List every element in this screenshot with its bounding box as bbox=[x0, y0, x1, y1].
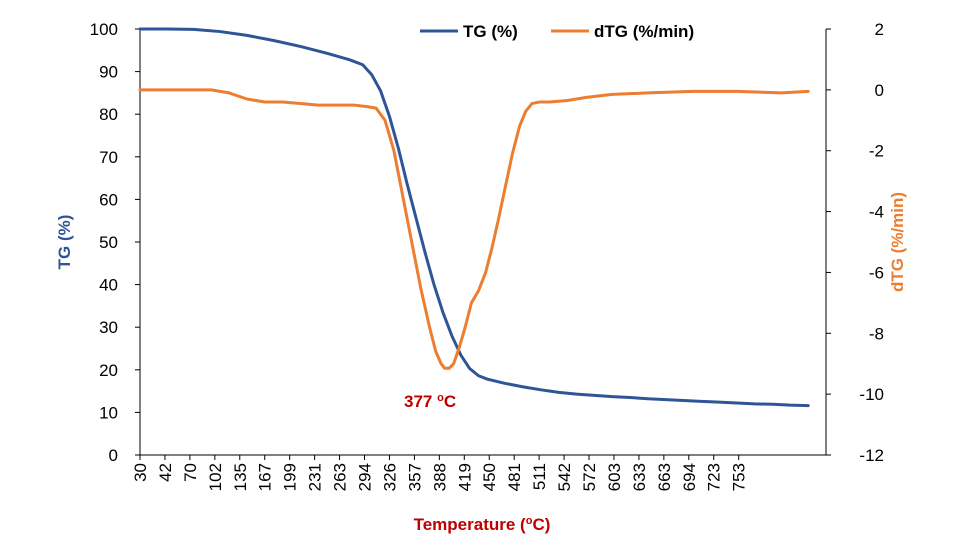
peak-annotation-value: 377 bbox=[404, 392, 437, 411]
left-tick-label: 100 bbox=[90, 20, 118, 39]
x-tick-label: 263 bbox=[331, 463, 350, 491]
left-tick-label: 70 bbox=[99, 148, 118, 167]
dtg-series-line bbox=[138, 88, 810, 370]
y-right-axis-title: dTG (%/min) bbox=[888, 192, 907, 292]
x-tick-label: 102 bbox=[206, 463, 225, 491]
x-tick-label: 603 bbox=[605, 463, 624, 491]
left-tick-label: 50 bbox=[99, 233, 118, 252]
x-axis: 30 42 70 102 135 167 199 231 263 294 326 357 388 419 4… bbox=[131, 454, 826, 491]
legend-label-dtg: dTG (%/min) bbox=[594, 22, 694, 41]
x-tick-label: 450 bbox=[480, 463, 499, 491]
x-tick-label: 542 bbox=[555, 463, 574, 491]
x-tick-label: 633 bbox=[630, 463, 649, 491]
x-tick-label: 481 bbox=[505, 463, 524, 491]
x-tick-label: 663 bbox=[655, 463, 674, 491]
x-tick-label: 70 bbox=[181, 463, 200, 482]
x-tick-label: 167 bbox=[256, 463, 275, 491]
legend-label-tg: TG (%) bbox=[463, 22, 518, 41]
left-y-axis: 0 10 20 30 40 50 60 70 80 90 100 bbox=[90, 20, 141, 465]
legend: TG (%) dTG (%/min) bbox=[420, 22, 694, 41]
x-axis-title: Temperature (oC) bbox=[414, 515, 551, 534]
right-tick-label: -2 bbox=[869, 142, 884, 161]
peak-annotation-sup: o bbox=[437, 392, 444, 404]
left-tick-label: 0 bbox=[109, 446, 118, 465]
right-tick-label: -8 bbox=[869, 324, 884, 343]
right-y-axis: 2 0 -2 -4 -6 -8 -10 -12 bbox=[825, 20, 884, 465]
x-tick-label: 294 bbox=[356, 463, 375, 491]
x-tick-label: 199 bbox=[281, 463, 300, 491]
right-tick-label: -12 bbox=[859, 446, 884, 465]
right-tick-label: 2 bbox=[875, 20, 884, 39]
x-tick-label: 135 bbox=[231, 463, 250, 491]
left-tick-label: 40 bbox=[99, 276, 118, 295]
left-tick-label: 30 bbox=[99, 318, 118, 337]
x-tick-label: 388 bbox=[430, 463, 449, 491]
left-tick-label: 90 bbox=[99, 63, 118, 82]
peak-annotation: 377 oC bbox=[404, 392, 456, 411]
tg-series-line bbox=[138, 27, 810, 408]
right-tick-label: 0 bbox=[875, 81, 884, 100]
peak-annotation-unit: C bbox=[444, 392, 456, 411]
x-tick-label: 419 bbox=[455, 463, 474, 491]
right-tick-label: -10 bbox=[859, 385, 884, 404]
x-tick-label: 326 bbox=[380, 463, 399, 491]
left-tick-label: 10 bbox=[99, 403, 118, 422]
x-tick-label: 753 bbox=[730, 463, 749, 491]
y-left-axis-title: TG (%) bbox=[55, 215, 74, 270]
left-tick-label: 80 bbox=[99, 105, 118, 124]
series-lines bbox=[138, 27, 810, 408]
x-tick-label: 694 bbox=[680, 463, 699, 491]
x-axis-title-main: Temperature ( bbox=[414, 515, 526, 534]
x-tick-label: 231 bbox=[306, 463, 325, 491]
x-tick-label: 511 bbox=[530, 463, 549, 490]
x-tick-label: 42 bbox=[156, 463, 175, 482]
x-tick-label: 30 bbox=[131, 463, 150, 482]
right-tick-label: -6 bbox=[869, 263, 884, 282]
x-tick-label: 357 bbox=[405, 463, 424, 491]
x-tick-label: 723 bbox=[705, 463, 724, 491]
x-axis-title-sup: o bbox=[526, 515, 533, 527]
x-axis-title-end: C) bbox=[532, 515, 550, 534]
x-tick-label: 572 bbox=[580, 463, 599, 491]
right-tick-label: -4 bbox=[869, 203, 884, 222]
left-tick-label: 20 bbox=[99, 361, 118, 380]
left-tick-label: 60 bbox=[99, 190, 118, 209]
